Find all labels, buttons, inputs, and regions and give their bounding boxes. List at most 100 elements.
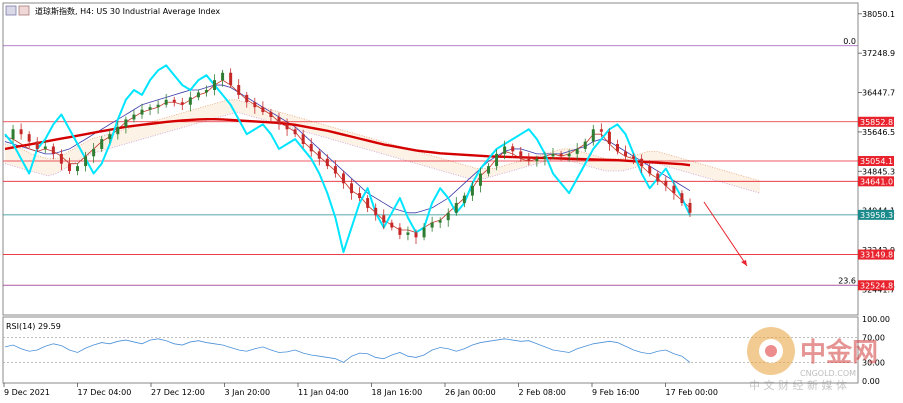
price-tick-label: 37248.9 (862, 49, 895, 58)
forecast-arrow-head (741, 260, 747, 266)
level-tag-label: 35054.1 (860, 157, 893, 166)
candle-body (664, 180, 668, 186)
candle-body (632, 156, 636, 159)
cloud-fill (5, 99, 760, 194)
candle-body (543, 156, 547, 159)
candle-body (180, 102, 184, 105)
rsi-panel: RSI(14) 29.59 100.00 70.00 30.00 0.00 (3, 315, 890, 386)
candle-body (680, 193, 684, 203)
candle-body (503, 146, 507, 154)
candle-body (229, 72, 233, 86)
watermark: 中金网 CNGOLD.COM 中 文 财 经 新 媒 体 (747, 327, 878, 392)
candle-body (422, 227, 426, 238)
candle-body (132, 114, 136, 120)
level-tag-box (858, 209, 894, 220)
candle-body (92, 148, 96, 157)
time-tick-label: 9 Dec 2021 (4, 388, 50, 397)
candle-body (27, 134, 31, 142)
level-tag-box (858, 280, 894, 291)
time-tick-label: 11 Jan 04:00 (298, 388, 349, 397)
cloud-span-a (4, 99, 761, 182)
candle-body (374, 207, 378, 216)
level-tags: 35852.8 35054.1 34641.0 33958.3 33149.8 32524… (858, 116, 894, 291)
chart-type-icon[interactable] (18, 5, 30, 16)
candle-body (599, 129, 603, 132)
candle-body (245, 94, 249, 103)
candle-body (100, 139, 104, 149)
level-tag-box (858, 156, 894, 167)
price-tick-label: 38050.1 (862, 10, 895, 19)
level-tag-label: 35852.8 (860, 118, 893, 127)
price-tick-label: 36447.7 (862, 89, 895, 98)
candle-body (559, 153, 563, 157)
candle-body (124, 119, 128, 127)
candle-body (358, 193, 362, 199)
cyan-indicator-line (4, 64, 691, 254)
candle-body (551, 153, 555, 157)
level-tag-label: 32524.8 (860, 281, 893, 290)
candle-body (325, 158, 329, 167)
watermark-logo-dot (765, 345, 777, 357)
candle-body (575, 148, 579, 154)
candle-body (615, 144, 619, 152)
candle-body (414, 232, 418, 238)
candle-body (446, 212, 450, 221)
candle-body (495, 153, 499, 167)
candle-body (470, 185, 474, 196)
candle-body (253, 102, 257, 108)
rsi-label: RSI(14) 29.59 (6, 322, 61, 331)
candle-body (519, 151, 523, 159)
forecast-arrow-line (703, 201, 748, 267)
candle-body (140, 109, 144, 115)
candle-body (511, 146, 515, 152)
time-axis: 9 Dec 2021 17 Dec 04:00 27 Dec 12:00 3 Jan … (3, 383, 718, 397)
candle-body (261, 107, 265, 113)
horizontal-levels (3, 45, 858, 286)
candle-body (172, 99, 176, 103)
candle-body (406, 232, 410, 235)
rsi-tick-label: 70.00 (862, 334, 885, 343)
chart-title: 道琼斯指数, H4: US 30 Industrial Average Inde… (35, 6, 220, 16)
candle-body (285, 124, 289, 130)
rsi-tick-label: 30.00 (862, 358, 885, 367)
time-tick-label: 17 Dec 04:00 (78, 388, 132, 397)
time-tick-label: 27 Dec 12:00 (151, 388, 205, 397)
candle-body (454, 202, 458, 213)
candle-body (390, 222, 394, 228)
candle-body (640, 158, 644, 167)
level-tag-label: 34641.0 (860, 177, 893, 186)
candle-body (567, 153, 571, 157)
candle-body (84, 156, 88, 167)
time-tick-label: 17 Feb 00:00 (666, 388, 718, 397)
candle-body (656, 173, 660, 181)
candle-body (43, 146, 47, 149)
chart-title-bar: 道琼斯指数, H4: US 30 Industrial Average Inde… (5, 5, 220, 16)
candle-body (333, 166, 337, 174)
candle-body (221, 72, 225, 81)
time-tick-label: 9 Feb 16:00 (592, 388, 639, 397)
ichimoku-cloud (4, 99, 761, 194)
chart-window-icon[interactable] (5, 5, 17, 16)
candle-body (478, 173, 482, 186)
candle-body (148, 107, 152, 110)
candle-body (108, 134, 112, 140)
candle-body (688, 202, 692, 213)
candle-body (591, 129, 595, 142)
candle-body (607, 131, 611, 145)
candle-body (583, 141, 587, 149)
candle-body (59, 153, 63, 164)
candle-body (527, 158, 531, 162)
candle-body (35, 141, 39, 149)
candle-body (116, 126, 120, 135)
candle-body (11, 129, 15, 140)
level-tag-label: 33958.3 (860, 211, 893, 220)
time-tick-label: 3 Jan 20:00 (225, 388, 271, 397)
candle-body (196, 92, 200, 98)
rsi-tick-label: 0.00 (862, 377, 880, 386)
candle-body (164, 99, 168, 105)
candle-body (624, 151, 628, 157)
level-tag-box (858, 116, 894, 127)
candle-body (269, 112, 273, 117)
candle-body (237, 85, 241, 95)
